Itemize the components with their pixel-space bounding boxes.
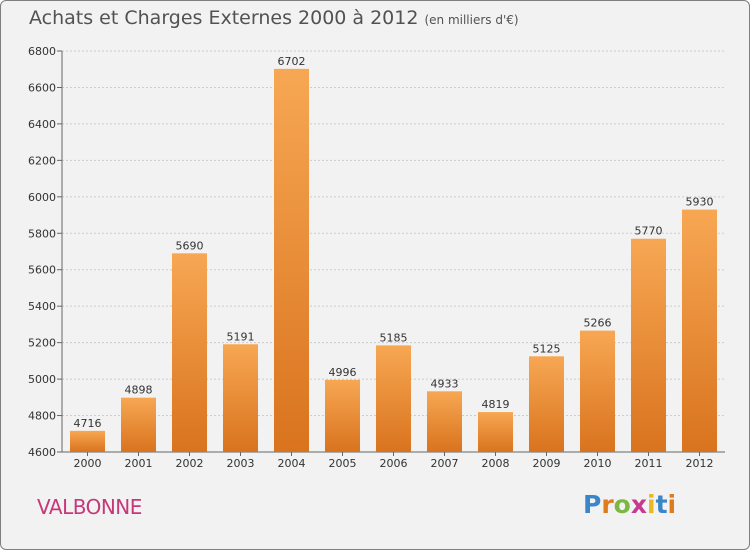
x-tick-label: 2001 bbox=[125, 457, 153, 470]
bar bbox=[121, 397, 156, 452]
bar bbox=[631, 238, 666, 452]
y-tick-label: 6400 bbox=[28, 118, 56, 131]
x-tick-label: 2010 bbox=[584, 457, 612, 470]
bar-value-label: 4898 bbox=[125, 384, 153, 397]
logo-letter: r bbox=[601, 490, 614, 519]
bar bbox=[376, 345, 411, 452]
bar-value-label: 6702 bbox=[278, 55, 306, 68]
y-tick-label: 5800 bbox=[28, 227, 56, 240]
chart-title-text: Achats et Charges Externes 2000 à 2012 bbox=[29, 7, 419, 29]
bar-value-label: 4819 bbox=[482, 398, 510, 411]
y-tick-label: 4600 bbox=[28, 446, 56, 459]
chart-title: Achats et Charges Externes 2000 à 2012 (e… bbox=[29, 7, 519, 29]
bar-value-label: 4716 bbox=[74, 417, 102, 430]
y-tick-label: 6200 bbox=[28, 154, 56, 167]
bar-value-label: 5191 bbox=[227, 330, 255, 343]
y-tick-label: 6600 bbox=[28, 81, 56, 94]
logo-letter: P bbox=[583, 490, 602, 519]
bar bbox=[682, 209, 717, 452]
y-tick-label: 4800 bbox=[28, 410, 56, 423]
chart-subtitle: (en milliers d'€) bbox=[424, 13, 519, 27]
logo-letter: i bbox=[647, 490, 656, 519]
y-tick-label: 5200 bbox=[28, 337, 56, 350]
x-tick-label: 2007 bbox=[431, 457, 459, 470]
logo-letter: t bbox=[655, 490, 668, 519]
bar bbox=[223, 344, 258, 452]
x-tick-label: 2008 bbox=[482, 457, 510, 470]
y-tick-label: 6000 bbox=[28, 191, 56, 204]
bar-value-label: 4996 bbox=[329, 366, 357, 379]
bar-value-label: 5930 bbox=[686, 196, 714, 209]
y-tick-label: 5400 bbox=[28, 300, 56, 313]
bar-value-label: 5125 bbox=[533, 342, 561, 355]
bar-value-label: 5185 bbox=[380, 331, 408, 344]
x-tick-label: 2009 bbox=[533, 457, 561, 470]
bar bbox=[580, 330, 615, 452]
bar bbox=[172, 253, 207, 452]
bar-value-label: 5690 bbox=[176, 239, 204, 252]
bar-value-label: 5770 bbox=[635, 225, 663, 238]
y-tick-label: 5600 bbox=[28, 264, 56, 277]
x-tick-label: 2011 bbox=[635, 457, 663, 470]
x-tick-label: 2005 bbox=[329, 457, 357, 470]
x-tick-label: 2003 bbox=[227, 457, 255, 470]
bar bbox=[529, 356, 564, 452]
x-tick-label: 2006 bbox=[380, 457, 408, 470]
logo-letter: x bbox=[630, 490, 647, 519]
bar bbox=[478, 412, 513, 452]
place-name: VALBONNE bbox=[37, 495, 142, 519]
bar bbox=[427, 391, 462, 452]
proxiti-logo: Proxiti bbox=[583, 490, 676, 519]
y-tick-label: 5000 bbox=[28, 373, 56, 386]
bar bbox=[325, 379, 360, 452]
x-tick-label: 2000 bbox=[74, 457, 102, 470]
x-tick-label: 2004 bbox=[278, 457, 306, 470]
bar bbox=[274, 68, 309, 452]
logo-letter: o bbox=[613, 490, 631, 519]
bar-value-label: 5266 bbox=[584, 317, 612, 330]
logo-letter: i bbox=[667, 490, 677, 519]
x-tick-label: 2002 bbox=[176, 457, 204, 470]
bar-value-label: 4933 bbox=[431, 377, 459, 390]
x-tick-label: 2012 bbox=[686, 457, 714, 470]
y-tick-label: 6800 bbox=[28, 45, 56, 58]
bar bbox=[70, 430, 105, 452]
